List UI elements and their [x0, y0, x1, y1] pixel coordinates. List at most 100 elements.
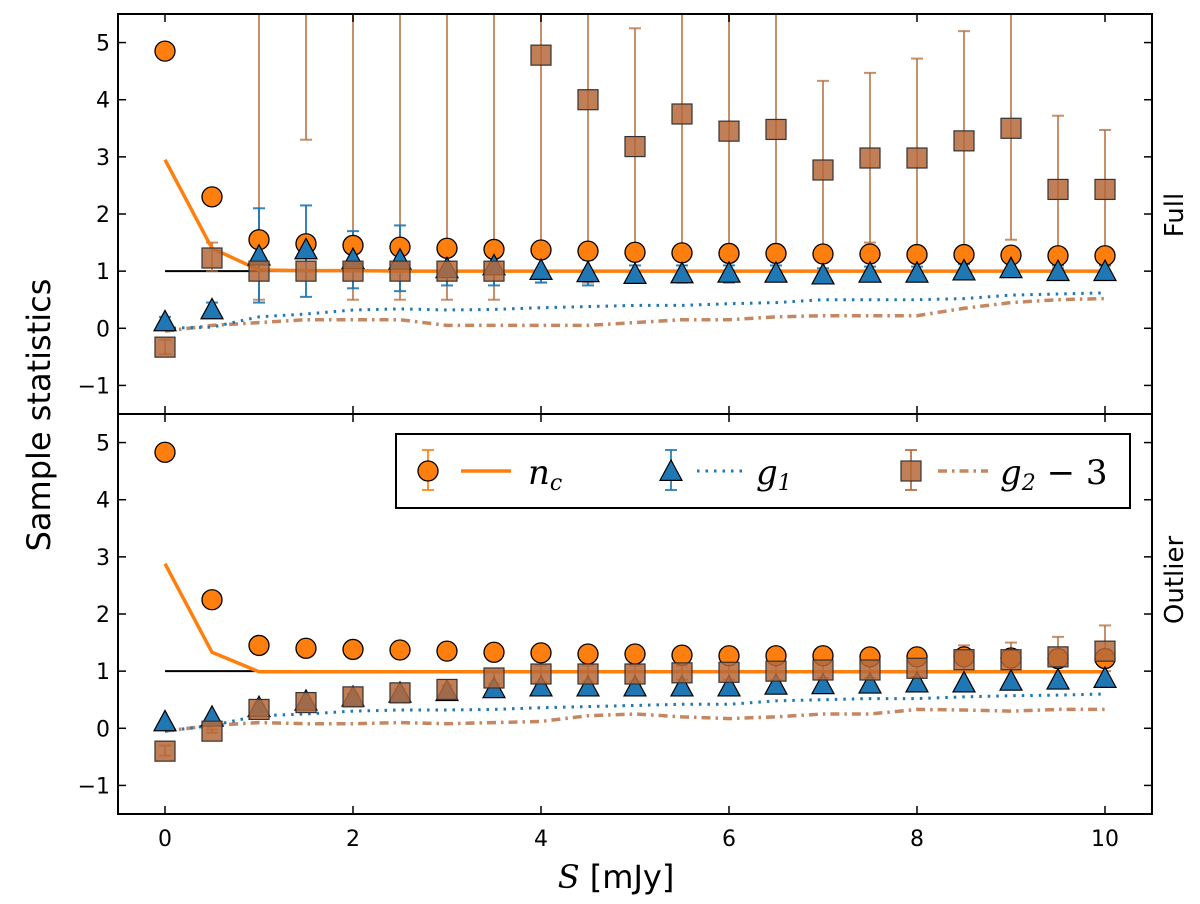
nc-point-1-0	[154, 441, 176, 463]
g2-point-0-1	[201, 247, 223, 269]
g2-line-0	[164, 296, 1106, 333]
panel-label-full: Full	[1160, 193, 1190, 237]
g2-point-0-6	[436, 260, 458, 282]
ytick-label-1-1: 1	[96, 660, 110, 685]
legend-label-nc: nc	[528, 453, 562, 496]
nc-point-0-10	[624, 241, 646, 263]
g1-point-1-19	[1045, 667, 1071, 690]
g2-point-1-18	[1000, 649, 1022, 671]
legend-g2-marker	[900, 460, 922, 482]
x-axis-symbol: S	[558, 858, 580, 896]
g2-point-1-0	[154, 740, 176, 762]
legend-nc-sub: c	[550, 471, 562, 496]
ytick-label-1-3: 3	[96, 546, 110, 571]
g2-point-0-10	[624, 135, 646, 158]
g2-point-1-3	[295, 691, 317, 714]
g2-point-0-4	[342, 260, 364, 282]
legend-g2-sub: 2	[1021, 471, 1036, 496]
g2-point-0-8	[530, 44, 552, 66]
xtick-label-6: 6	[722, 827, 736, 852]
g2-point-1-17	[953, 649, 975, 671]
g2-point-0-5	[389, 260, 411, 282]
legend-label-g1: g1	[756, 453, 792, 496]
ytick-label-0-5: 5	[96, 32, 110, 57]
g1-point-1-15	[857, 671, 883, 694]
nc-point-0-11	[671, 242, 693, 264]
legend-g2-suffix: − 3	[1036, 453, 1108, 493]
g1-point-0-20	[1092, 258, 1118, 282]
ytick-label-0-3: 3	[96, 146, 110, 171]
g1-point-0-17	[951, 258, 977, 281]
g2-point-1-6	[436, 678, 458, 701]
nc-point-0-14	[812, 243, 834, 265]
g2-point-1-19	[1047, 646, 1069, 668]
g1-line-0	[164, 291, 1106, 330]
ytick-label-0-0: 0	[96, 317, 110, 342]
g1-point-0-19	[1045, 258, 1071, 282]
nc-point-1-11	[671, 644, 693, 666]
ytick-label-0--1: −1	[78, 374, 110, 399]
g1-point-1-16	[904, 670, 930, 693]
g1-point-0-8	[528, 257, 554, 280]
g1-point-1-12	[716, 674, 742, 697]
g1-point-0-3	[293, 237, 319, 260]
xtick-label-8: 8	[910, 827, 924, 852]
g2-point-0-17	[953, 130, 975, 152]
legend-swatches	[417, 449, 988, 491]
nc-point-0-8	[530, 239, 552, 261]
g2-point-0-15	[859, 147, 881, 169]
g1-point-1-10	[622, 674, 648, 697]
g1-point-1-8	[528, 674, 554, 697]
g2-point-1-11	[671, 662, 693, 684]
g1-point-0-11	[669, 261, 695, 284]
legend: nc g1 g2 − 3	[395, 433, 1131, 509]
ytick-label-1-0: 0	[96, 717, 110, 742]
nc-point-0-13	[765, 242, 787, 265]
g2-point-0-2	[248, 260, 270, 282]
nc-point-1-10	[624, 643, 646, 665]
ytick-label-0-1: 1	[96, 260, 110, 285]
nc-point-1-4	[342, 638, 364, 661]
legend-label-g2: g2 − 3	[1000, 453, 1108, 496]
legend-nc-marker	[417, 460, 439, 482]
nc-point-1-9	[577, 643, 599, 665]
g1-point-0-12	[716, 260, 742, 283]
y-axis-title: Sample statistics	[20, 279, 58, 552]
chart-marks: −1 0 1 2 3 4 5 −1 0 1 2 3 4 5 0 2 4 6 8 10	[78, 13, 1153, 852]
g2-line-1	[164, 707, 1105, 733]
legend-g1-base: g	[756, 453, 778, 493]
g2-point-0-3	[295, 260, 317, 282]
g1-point-1-14	[810, 672, 836, 695]
nc-point-1-2	[248, 634, 270, 657]
nc-point-1-5	[389, 639, 411, 661]
legend-g1-sub: 1	[778, 471, 792, 496]
g1-point-0-0	[152, 309, 178, 332]
g2-point-1-12	[718, 661, 740, 683]
g1-point-0-14	[810, 262, 836, 285]
g2-point-1-20	[1094, 640, 1116, 662]
g1-point-0-15	[857, 260, 883, 283]
nc-point-1-6	[436, 640, 458, 662]
g2-point-0-12	[718, 120, 740, 142]
g2-point-1-8	[530, 663, 552, 685]
g2-point-1-7	[483, 667, 505, 689]
xtick-label-0: 0	[158, 827, 172, 852]
legend-g1-marker	[658, 458, 684, 481]
g2-errorbar-0-13	[770, 13, 782, 278]
g2-point-1-15	[859, 659, 881, 681]
g2-point-1-10	[624, 663, 646, 685]
g2-point-0-9	[577, 89, 599, 111]
g2-point-1-2	[248, 698, 270, 721]
g1-point-1-0	[152, 709, 178, 732]
g2-point-0-18	[1000, 117, 1022, 139]
xtick-label-2: 2	[346, 827, 360, 852]
legend-g2-base: g	[1000, 453, 1022, 493]
g2-point-1-1	[201, 720, 223, 742]
g2-point-1-4	[342, 686, 364, 708]
g2-point-0-14	[812, 159, 834, 181]
g1-point-1-9	[575, 674, 601, 697]
g2-point-0-20	[1094, 178, 1116, 201]
xtick-label-4: 4	[534, 827, 548, 852]
nc-point-1-1	[201, 589, 223, 611]
g1-point-0-18	[998, 256, 1024, 279]
